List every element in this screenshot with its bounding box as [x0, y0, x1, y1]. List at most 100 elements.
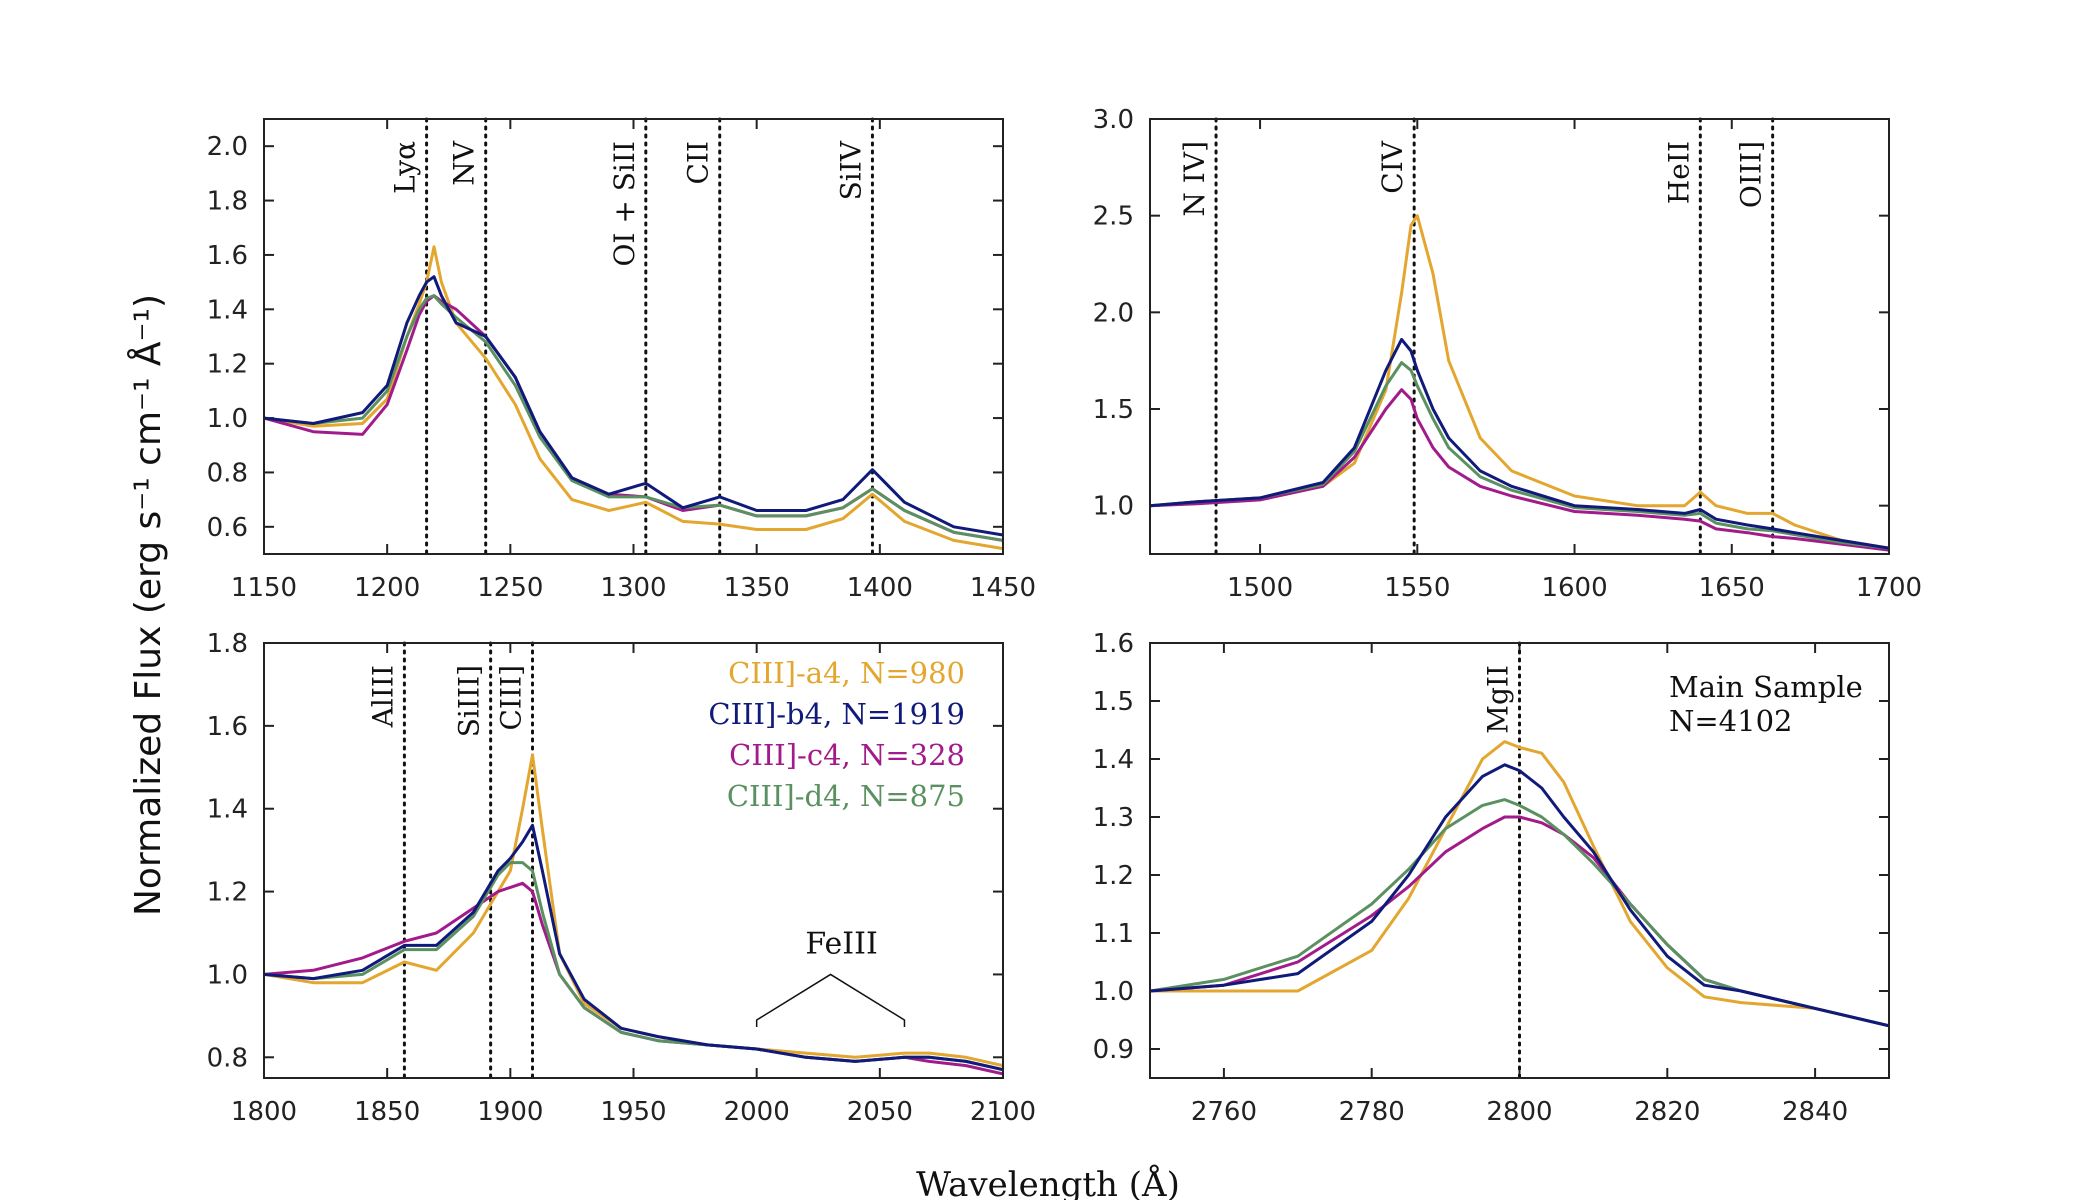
- y-tick-label: 0.8: [207, 458, 248, 488]
- series-line-b4: [264, 823, 1003, 1072]
- x-tick-label: 1950: [600, 1097, 666, 1127]
- series-line-d4: [1150, 798, 1889, 1028]
- y-tick-label: 1.6: [207, 712, 248, 742]
- x-tick-label: 2800: [1486, 1097, 1552, 1127]
- x-tick-label: 1150: [231, 573, 297, 603]
- emission-line-label: SiIV: [834, 140, 867, 200]
- panel-top-left: 1150 1200 1250 1300 1350 1400 1450 0.6 0.8 1.0 1.2…: [207, 117, 1036, 603]
- panels: 1150 1200 1250 1300 1350 1400 1450 0.6 0.8 1.0 1.2…: [207, 105, 1922, 1127]
- y-tick-label: 1.4: [1093, 745, 1134, 775]
- legend-entry-b4: CIII]-b4, N=1919: [708, 697, 965, 731]
- x-tick-label: 1800: [231, 1097, 297, 1127]
- series-group: [264, 753, 1003, 1076]
- series-line-d4: [264, 861, 1003, 1072]
- y-tick-label: 1.8: [207, 187, 248, 217]
- y-tick-label: 1.0: [1093, 977, 1134, 1007]
- y-tick-label: 1.0: [207, 404, 248, 434]
- y-tick-label: 1.4: [207, 295, 248, 325]
- emission-line-label: AlIII: [366, 665, 399, 728]
- axes-frame: [263, 642, 1004, 1079]
- x-tick-label: 2780: [1339, 1097, 1405, 1127]
- emission-line-label: Lyα: [389, 141, 422, 194]
- y-axis-title: Normalized Flux (erg s⁻¹ cm⁻¹ Å⁻¹): [126, 294, 169, 916]
- axes-frame: [1149, 118, 1890, 555]
- x-tick-label: 1450: [970, 573, 1036, 603]
- emission-line-label: N IV]: [1178, 141, 1211, 217]
- y-tick-label: 2.5: [1093, 202, 1134, 232]
- y-tick-label: 1.6: [207, 241, 248, 271]
- series-line-a4: [1150, 740, 1889, 1028]
- y-tick-label: 1.0: [1093, 492, 1134, 522]
- emission-line-label: CII: [682, 141, 715, 185]
- y-tick-label: 1.1: [1093, 919, 1134, 949]
- y-tick-label: 1.3: [1093, 803, 1134, 833]
- x-tick-label: 2760: [1191, 1097, 1257, 1127]
- series-line-b4: [1150, 763, 1889, 1028]
- axes-frame: [263, 118, 1004, 555]
- series-group: [264, 245, 1003, 551]
- inset-text-line: Main Sample: [1669, 670, 1863, 704]
- panel-top-right: 1500 1550 1600 1650 1700 1.0 1.5 2.0 2.5 3.0 N IV]…: [1093, 105, 1922, 603]
- x-axis-title: Wavelength (Å): [916, 1164, 1180, 1200]
- emission-line-label: OIII]: [1735, 141, 1768, 208]
- x-tick-label: 1600: [1541, 573, 1607, 603]
- x-tick-label: 1900: [477, 1097, 543, 1127]
- y-tick-label: 2.0: [1093, 298, 1134, 328]
- x-tick-label: 1650: [1699, 573, 1765, 603]
- axes-frame: [1149, 642, 1890, 1079]
- y-tick-label: 1.2: [1093, 861, 1134, 891]
- x-tick-label: 2050: [847, 1097, 913, 1127]
- x-tick-label: 2100: [970, 1097, 1036, 1127]
- series-line-d4: [1150, 361, 1889, 550]
- y-tick-label: 1.4: [207, 795, 248, 825]
- legend-entry-a4: CIII]-a4, N=980: [728, 656, 965, 690]
- y-tick-label: 1.2: [207, 878, 248, 908]
- emission-line-label: OI + SiII: [608, 141, 641, 267]
- x-tick-label: 1500: [1227, 573, 1293, 603]
- series-line-c4: [264, 881, 1003, 1076]
- series-group: [1150, 740, 1889, 1028]
- emission-line-label: MgII: [1482, 665, 1515, 734]
- y-tick-label: 3.0: [1093, 105, 1134, 135]
- y-tick-label: 1.5: [1093, 687, 1134, 717]
- emission-line-label: CIII]: [495, 665, 528, 731]
- y-tick-label: 0.8: [207, 1043, 248, 1073]
- legend-entry-c4: CIII]-c4, N=328: [729, 738, 965, 772]
- x-tick-label: 1850: [354, 1097, 420, 1127]
- panel-bottom-right: 2760 2780 2800 2820 2840 0.9 1.0 1.1 1.2 1.3 1.4 1.…: [1093, 629, 1890, 1127]
- x-tick-label: 2000: [724, 1097, 790, 1127]
- x-tick-label: 1550: [1384, 573, 1450, 603]
- series-line-a4: [1150, 214, 1889, 550]
- y-tick-label: 1.0: [207, 960, 248, 990]
- y-tick-label: 1.5: [1093, 395, 1134, 425]
- legend-entry-d4: CIII]-d4, N=875: [727, 779, 965, 813]
- series-line-d4: [264, 294, 1003, 542]
- y-tick-label: 0.6: [207, 513, 248, 543]
- x-tick-label: 1400: [847, 573, 913, 603]
- y-tick-label: 2.0: [207, 132, 248, 162]
- feiii-bracket: [755, 973, 906, 1027]
- inset-text-line: N=4102: [1669, 704, 1792, 738]
- x-tick-label: 1300: [600, 573, 666, 603]
- feiii-label: FeIII: [805, 927, 877, 962]
- panel-bottom-left: 1800 1850 1900 1950 2000 2050 2100 0.8 1.0 1.2 1.4…: [207, 629, 1036, 1127]
- x-tick-label: 2840: [1782, 1097, 1848, 1127]
- y-tick-label: 1.6: [1093, 629, 1134, 659]
- series-group: [1150, 214, 1889, 552]
- series-line-b4: [1150, 337, 1889, 550]
- series-line-b4: [264, 275, 1003, 537]
- emission-line-label: HeII: [1662, 141, 1695, 204]
- emission-line-label: NV: [448, 140, 481, 186]
- x-tick-label: 1700: [1856, 573, 1922, 603]
- x-tick-label: 1350: [724, 573, 790, 603]
- series-line-c4: [1150, 388, 1889, 552]
- emission-line-label: CIV: [1376, 140, 1409, 193]
- y-tick-label: 0.9: [1093, 1035, 1134, 1065]
- y-tick-label: 1.8: [207, 629, 248, 659]
- y-tick-label: 1.2: [207, 350, 248, 380]
- emission-line-label: SiIII]: [453, 665, 486, 737]
- x-tick-label: 2820: [1634, 1097, 1700, 1127]
- x-tick-label: 1200: [354, 573, 420, 603]
- x-tick-label: 1250: [477, 573, 543, 603]
